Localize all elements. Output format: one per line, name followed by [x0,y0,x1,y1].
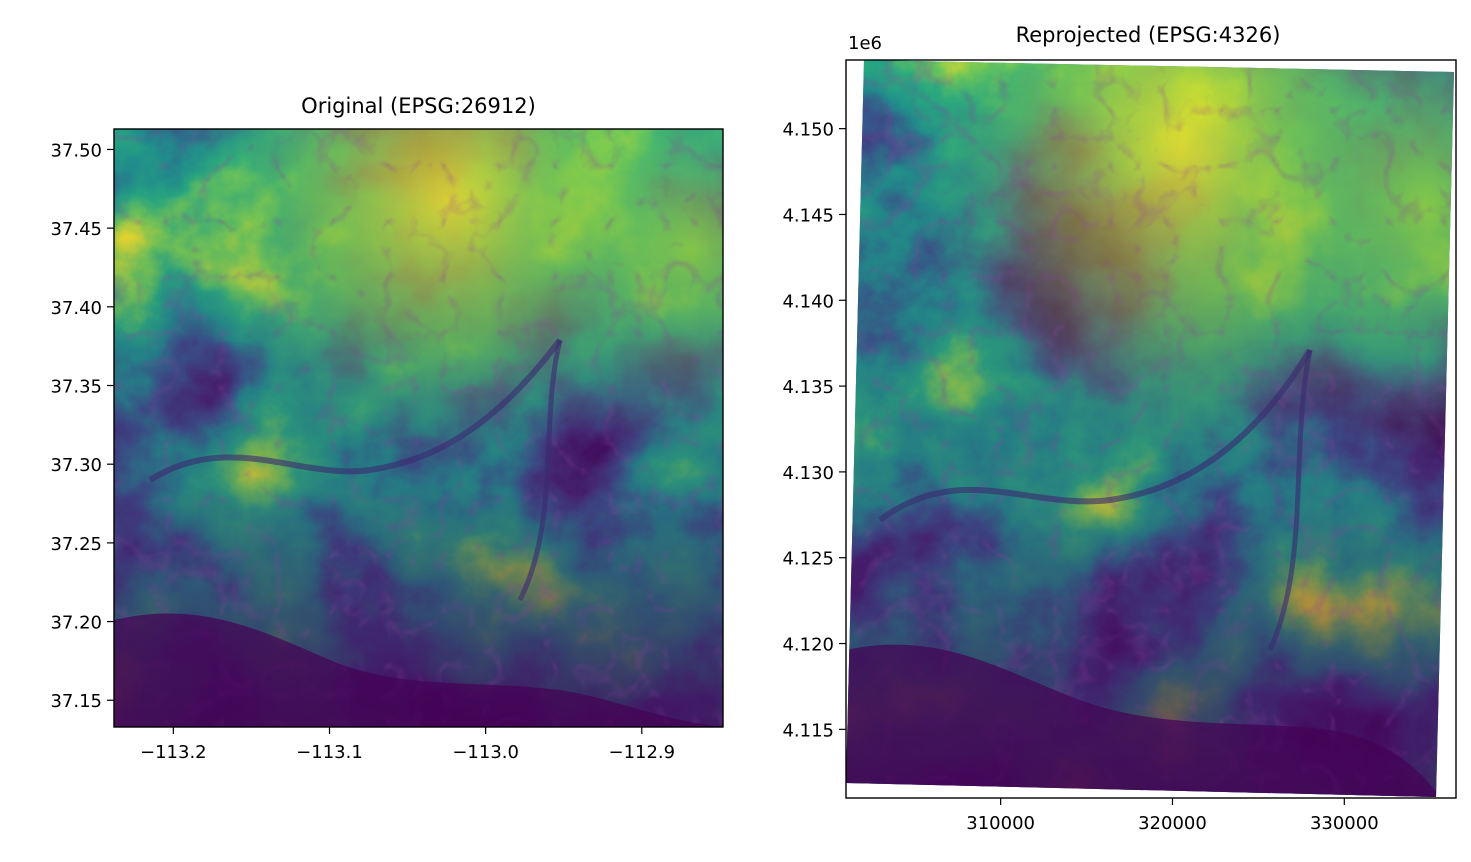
y-tick-label: 37.45 [50,219,102,240]
raster-image [846,60,1454,797]
x-tick-label: 330000 [1310,813,1379,834]
y-tick-label: 37.20 [50,613,102,634]
x-tick-label: 320000 [1138,813,1207,834]
y-ticks: 4.115 4.120 4.125 4.130 4.135 4.140 4.145 4.150 [782,120,846,741]
y-tick-label: 4.120 [782,635,834,656]
y-tick-label: 37.50 [50,140,102,161]
x-tick-label: −112.9 [608,742,675,763]
panel-original: Original (EPSG:26912) −113.2 −113.1 −113.0… [50,94,724,763]
axes-frame [845,59,1457,799]
x-tick-label: −113.1 [296,742,363,763]
panel-title: Original (EPSG:26912) [301,94,536,118]
x-tick-label: −113.0 [452,742,519,763]
x-tick-label: −113.2 [140,742,207,763]
x-ticks: −113.2 −113.1 −113.0 −112.9 [140,727,675,763]
y-tick-label: 4.135 [782,377,834,398]
y-tick-label: 4.150 [782,120,834,141]
panel-title: Reprojected (EPSG:4326) [1016,23,1281,47]
y-offset-label: 1e6 [848,33,882,54]
y-tick-label: 4.115 [782,720,834,741]
axes-frame [113,128,724,728]
y-tick-label: 4.125 [782,549,834,570]
y-tick-label: 4.130 [782,463,834,484]
panel-reprojected: Reprojected (EPSG:4326) 1e6 310000 320000… [782,23,1457,834]
y-tick-label: 37.40 [50,298,102,319]
raster-image [114,129,723,727]
y-tick-label: 37.30 [50,455,102,476]
x-ticks: 310000 320000 330000 [966,798,1379,834]
y-tick-label: 4.140 [782,291,834,312]
y-tick-label: 37.35 [50,377,102,398]
y-tick-label: 37.25 [50,534,102,555]
y-tick-label: 37.15 [50,691,102,712]
y-ticks: 37.15 37.20 37.25 37.30 37.35 37.40 37.45 37.50 [50,140,114,712]
y-tick-label: 4.145 [782,205,834,226]
x-tick-label: 310000 [966,813,1035,834]
